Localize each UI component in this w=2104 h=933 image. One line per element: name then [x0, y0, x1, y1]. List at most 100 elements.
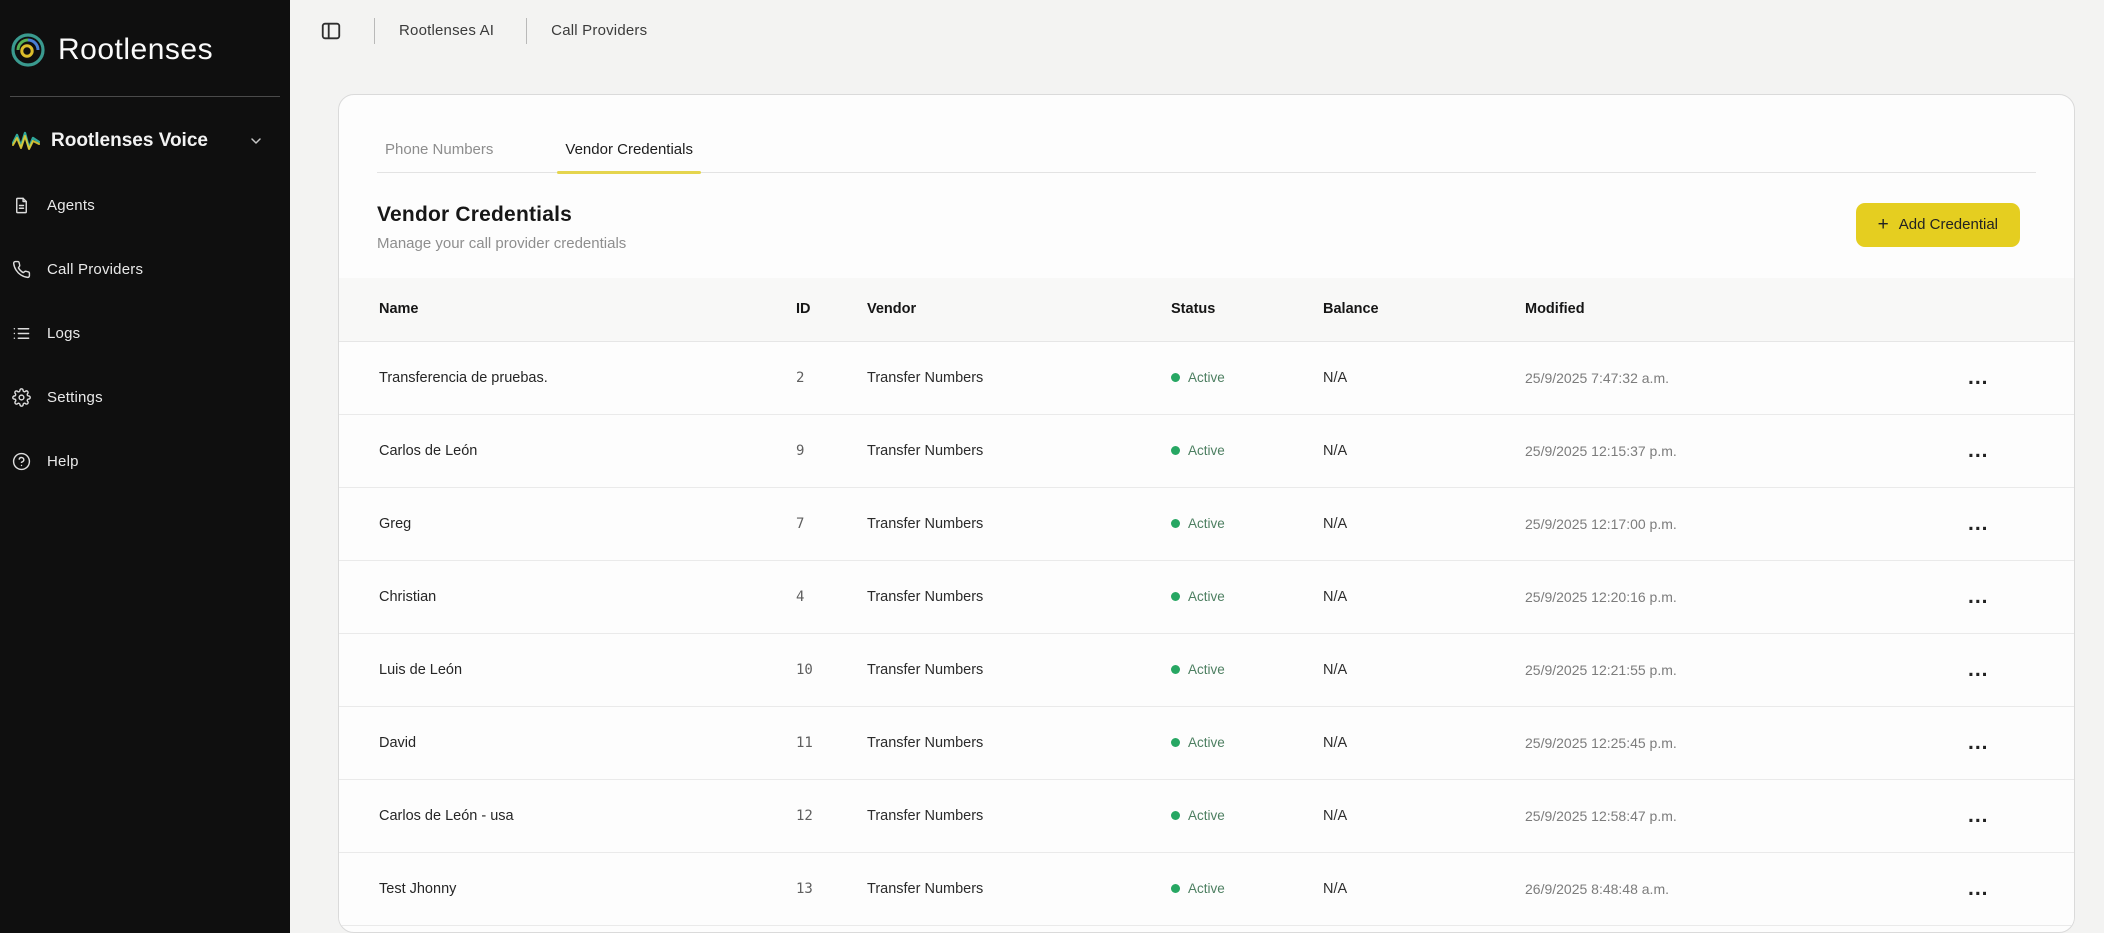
sidebar-item-logs[interactable]: Logs	[10, 311, 280, 355]
cell-id: 2	[796, 369, 805, 386]
cell-name: Carlos de León - usa	[379, 807, 514, 824]
cell-id: 7	[796, 515, 805, 532]
table-row: Carlos de León 9 Transfer Numbers Active…	[339, 414, 2074, 488]
sidebar-nav: Agents Call Providers Logs Settings	[10, 183, 280, 503]
status-badge: Active	[1171, 589, 1323, 604]
status-badge: Active	[1171, 443, 1323, 458]
table-row: Carlos de León - usa 12 Transfer Numbers…	[339, 779, 2074, 853]
status-badge: Active	[1171, 516, 1323, 531]
table-row: Christian 4 Transfer Numbers Active N/A …	[339, 560, 2074, 634]
content-area: Rootlenses AI Call Providers Phone Numbe…	[290, 0, 2104, 933]
sidebar-divider	[10, 96, 280, 97]
cell-name: Christian	[379, 588, 437, 605]
column-header-modified: Modified	[1525, 301, 1585, 318]
call-providers-card: Phone Numbers Vendor Credentials Vendor …	[338, 93, 2075, 933]
plus-icon: +	[1877, 214, 1889, 236]
table-row: Test Jhonny 13 Transfer Numbers Active N…	[339, 852, 2074, 926]
cell-balance: N/A	[1323, 880, 1348, 897]
cell-vendor: Transfer Numbers	[867, 880, 984, 897]
section-title-block: Vendor Credentials Manage your call prov…	[377, 203, 626, 252]
status-label: Active	[1188, 370, 1225, 386]
topbar: Rootlenses AI Call Providers	[290, 0, 2104, 62]
cell-id: 13	[796, 880, 813, 897]
page-title: Vendor Credentials	[377, 202, 572, 226]
cell-id: 11	[796, 734, 813, 751]
cell-balance: N/A	[1323, 807, 1348, 824]
cell-name: David	[379, 734, 417, 751]
table-row: David 11 Transfer Numbers Active N/A 25/…	[339, 706, 2074, 780]
sidebar-item-settings[interactable]: Settings	[10, 375, 280, 419]
sidebar-item-help[interactable]: Help	[10, 439, 280, 483]
page-subtitle: Manage your call provider credentials	[377, 234, 627, 252]
cell-name: Greg	[379, 515, 412, 532]
cell-vendor: Transfer Numbers	[867, 442, 984, 459]
breadcrumb-item-call-providers[interactable]: Call Providers	[551, 22, 648, 40]
sidebar-item-label: Logs	[47, 324, 81, 342]
cell-balance: N/A	[1323, 442, 1348, 459]
table-header-row: Name ID Vendor Status Balance Modified	[339, 277, 2074, 342]
sidebar-item-label: Settings	[47, 388, 103, 406]
cell-name: Luis de León	[379, 661, 463, 678]
status-badge: Active	[1171, 662, 1323, 677]
table-row: Luis de León 10 Transfer Numbers Active …	[339, 633, 2074, 707]
tab-vendor-credentials[interactable]: Vendor Credentials	[557, 141, 701, 174]
cell-modified: 25/9/2025 12:25:45 p.m.	[1525, 734, 1677, 751]
sidebar-item-call-providers[interactable]: Call Providers	[10, 247, 280, 291]
cell-modified: 25/9/2025 12:17:00 p.m.	[1525, 515, 1677, 532]
settings-icon	[12, 387, 31, 407]
breadcrumb-divider	[526, 17, 528, 44]
status-label: Active	[1188, 662, 1225, 678]
cell-vendor: Transfer Numbers	[867, 734, 984, 751]
column-header-name: Name	[379, 301, 419, 318]
sidebar-item-agents[interactable]: Agents	[10, 183, 280, 227]
status-dot-icon	[1171, 738, 1180, 748]
status-label: Active	[1188, 589, 1225, 605]
add-credential-label: Add Credential	[1898, 216, 1998, 234]
status-badge: Active	[1171, 808, 1323, 823]
status-dot-icon	[1171, 665, 1180, 675]
cell-modified: 25/9/2025 12:21:55 p.m.	[1525, 661, 1677, 678]
status-dot-icon	[1171, 811, 1180, 821]
status-dot-icon	[1171, 884, 1180, 894]
call-providers-icon	[12, 260, 31, 278]
column-header-id: ID	[796, 301, 811, 318]
status-label: Active	[1188, 881, 1225, 897]
cell-balance: N/A	[1323, 734, 1348, 751]
cell-id: 4	[796, 588, 805, 605]
table-row: Greg 7 Transfer Numbers Active N/A 25/9/…	[339, 487, 2074, 561]
table-row: Transferencia de pruebas. 2 Transfer Num…	[339, 341, 2074, 415]
agents-icon	[16, 197, 27, 213]
cell-vendor: Transfer Numbers	[867, 515, 984, 532]
sidebar: Rootlenses Rootlenses Voice Agents Call …	[0, 0, 290, 933]
add-credential-button[interactable]: + Add Credential	[1855, 202, 2020, 247]
cell-modified: 25/9/2025 7:47:32 a.m.	[1525, 369, 1669, 386]
status-badge: Active	[1171, 370, 1323, 385]
section-header: Vendor Credentials Manage your call prov…	[377, 202, 2036, 252]
column-header-vendor: Vendor	[867, 301, 917, 318]
cell-id: 10	[796, 661, 813, 678]
logo-text: Rootlenses	[58, 33, 214, 66]
cell-vendor: Transfer Numbers	[867, 661, 984, 678]
breadcrumb-item-rootlenses-ai[interactable]: Rootlenses AI	[399, 22, 495, 40]
column-header-balance: Balance	[1323, 301, 1379, 318]
workspace-selector[interactable]: Rootlenses Voice	[10, 125, 280, 157]
status-label: Active	[1188, 735, 1225, 751]
cell-name: Test Jhonny	[379, 880, 457, 897]
voice-waveform-icon	[12, 131, 40, 150]
cell-modified: 25/9/2025 12:15:37 p.m.	[1525, 442, 1677, 459]
status-dot-icon	[1171, 592, 1180, 602]
cell-modified: 25/9/2025 12:20:16 p.m.	[1525, 588, 1677, 605]
status-label: Active	[1188, 516, 1225, 532]
sidebar-toggle-button[interactable]	[320, 20, 342, 42]
tab-phone-numbers[interactable]: Phone Numbers	[377, 141, 501, 172]
tab-bar: Phone Numbers Vendor Credentials	[377, 141, 2036, 174]
panel-toggle-icon	[321, 22, 341, 40]
cell-vendor: Transfer Numbers	[867, 807, 984, 824]
cell-balance: N/A	[1323, 515, 1348, 532]
cell-balance: N/A	[1323, 661, 1348, 678]
cell-id: 12	[796, 807, 813, 824]
cell-balance: N/A	[1323, 369, 1348, 386]
column-header-status: Status	[1171, 301, 1216, 318]
workspace-label: Rootlenses Voice	[51, 130, 208, 151]
rootlenses-logo-icon	[11, 33, 45, 67]
